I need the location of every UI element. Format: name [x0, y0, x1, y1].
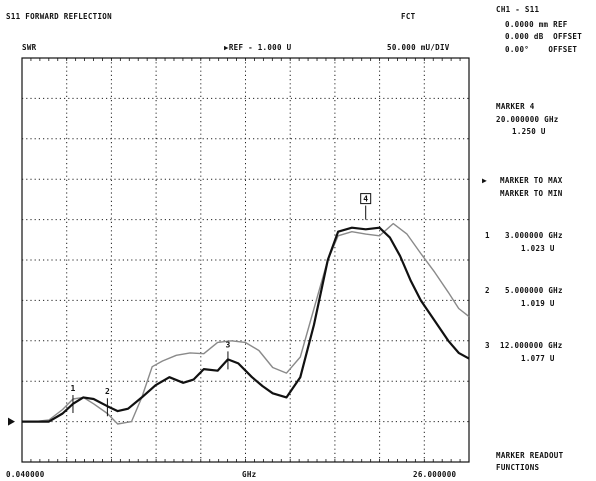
marker3-freq[interactable]: 12.000000 GHz — [500, 341, 563, 350]
marker-label: 4 — [363, 195, 368, 204]
active-marker-value: 1.250 U — [512, 127, 546, 136]
offset-deg-readout: 0.00° OFFSET — [505, 45, 578, 54]
plot-traces — [22, 222, 470, 425]
format-label: SWR — [22, 43, 37, 52]
trace-line — [22, 222, 470, 425]
x-unit-label: GHz — [242, 470, 257, 479]
marker-label: 1 — [71, 384, 76, 393]
reference-arrow-icon — [8, 417, 15, 426]
plot-grid — [8, 57, 470, 463]
ref-line-readout: 0.0000 mm REF — [505, 20, 568, 29]
x-start-label: 0.040000 — [6, 470, 45, 479]
trace-line — [22, 226, 470, 423]
offset-db-readout: 0.000 dB OFFSET — [505, 32, 583, 41]
x-stop-label: 26.000000 — [413, 470, 457, 479]
active-marker-freq: 20.000000 GHz — [496, 115, 559, 124]
marker1-number: 1 — [485, 231, 490, 240]
marker2-value: 1.019 U — [521, 299, 555, 308]
marker3-value: 1.077 U — [521, 354, 555, 363]
marker3-number: 3 — [485, 341, 490, 350]
measurement-title: S11 FORWARD REFLECTION — [6, 12, 112, 21]
scale-readout: 50.000 mU/DIV — [387, 43, 450, 52]
menu-footer-line2: FUNCTIONS — [496, 463, 540, 472]
active-marker-title: MARKER 4 — [496, 102, 535, 111]
menu-selector-arrow-icon: ▶ — [482, 176, 487, 185]
display-mode: FCT — [401, 12, 416, 21]
marker2-freq[interactable]: 5.000000 GHz — [505, 286, 563, 295]
channel-label: CH1 - S11 — [496, 5, 540, 14]
menu-marker-to-min[interactable]: MARKER TO MIN — [500, 189, 563, 198]
marker1-freq[interactable]: 3.000000 GHz — [505, 231, 563, 240]
menu-footer-line1: MARKER READOUT — [496, 451, 564, 460]
reference-readout: ▶REF - 1.000 U — [224, 43, 292, 52]
marker-label: 2 — [105, 387, 110, 396]
menu-marker-to-max[interactable]: MARKER TO MAX — [500, 176, 563, 185]
marker2-number: 2 — [485, 286, 490, 295]
plot-markers: 1 2 3 4 — [71, 193, 372, 417]
active-marker-box — [360, 193, 372, 205]
marker1-value: 1.023 U — [521, 244, 555, 253]
marker-label: 3 — [226, 340, 231, 349]
